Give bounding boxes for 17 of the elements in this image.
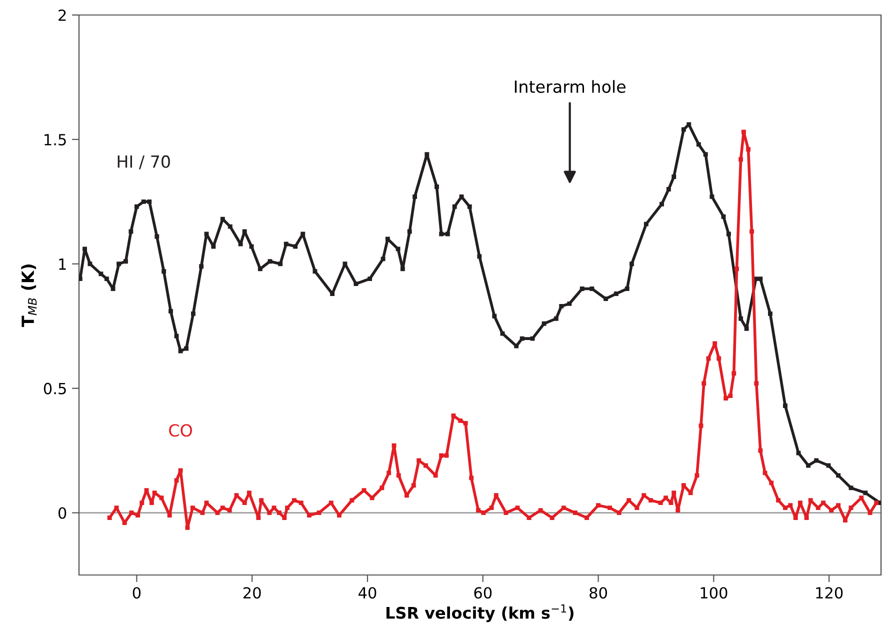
x-tick-label: 80	[590, 587, 607, 599]
annotation: Interarm hole	[514, 80, 626, 93]
x-tick-label: 60	[474, 587, 492, 599]
x-tick-label: 40	[358, 587, 376, 599]
x-tick-label: 20	[243, 587, 261, 599]
y-axis-title: T$_{MB}$ (K)	[21, 264, 37, 328]
y-tick-label: 1.5	[44, 134, 66, 146]
y-tick-label: 1	[59, 258, 66, 270]
y-tick-label: 0	[58, 507, 66, 519]
x-tick-label: 100	[700, 587, 728, 599]
x-axis-title: LSR velocity (km s$^{−1}$)	[386, 604, 574, 622]
x-tick-label: 120	[816, 587, 843, 599]
y-tick-label: 2	[58, 9, 66, 21]
text: CO	[169, 424, 192, 437]
y-tick-label: 0.5	[44, 382, 66, 394]
text: HI / 70	[118, 155, 170, 170]
x-tick-label: 0	[132, 587, 141, 599]
